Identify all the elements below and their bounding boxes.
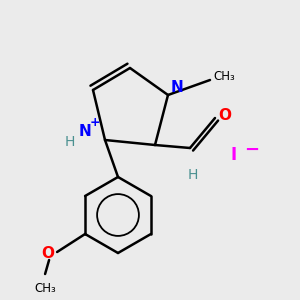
Text: I: I — [230, 146, 236, 164]
Text: N: N — [171, 80, 184, 94]
Text: CH₃: CH₃ — [213, 70, 235, 83]
Text: +: + — [90, 116, 100, 128]
Text: N: N — [79, 124, 92, 140]
Text: CH₃: CH₃ — [34, 282, 56, 295]
Text: O: O — [41, 247, 54, 262]
Text: O: O — [218, 107, 231, 122]
Text: −: − — [244, 141, 259, 159]
Text: H: H — [188, 168, 198, 182]
Text: H: H — [65, 135, 75, 149]
